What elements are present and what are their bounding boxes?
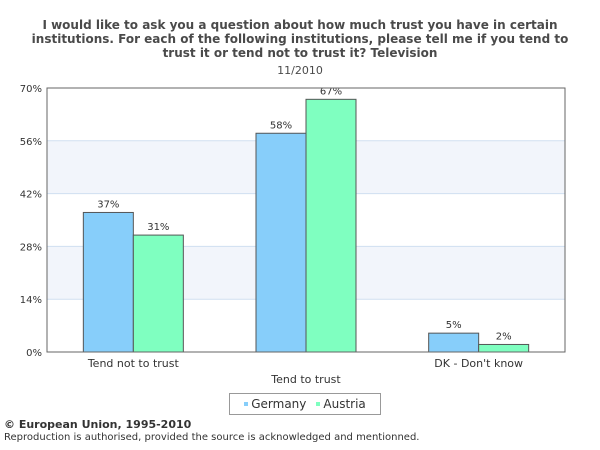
y-tick-label: 42%: [20, 190, 42, 201]
bar-austria: [305, 98, 357, 353]
legend-swatch-austria: [316, 402, 321, 406]
legend: Germany Austria: [229, 393, 381, 415]
x-tick-label: Tend not to trust: [87, 357, 180, 370]
chart-title: I would like to ask you a question about…: [31, 18, 569, 60]
data-label: 31%: [147, 222, 169, 233]
data-label: 37%: [97, 199, 119, 210]
data-label: 5%: [446, 320, 462, 331]
y-tick-label: 14%: [20, 295, 42, 306]
legend-swatch-germany: [244, 402, 249, 406]
y-tick-label: 28%: [20, 242, 42, 253]
plot-border: [46, 87, 566, 353]
legend-label-austria: Austria: [323, 397, 366, 411]
x-tick-label: Tend to trust: [270, 373, 341, 386]
x-tick-label: DK - Don't know: [434, 357, 523, 370]
bar-germany: [82, 211, 134, 353]
y-tick-label: 56%: [20, 137, 42, 148]
legend-item-germany: Germany: [244, 397, 306, 411]
y-tick-label: 0%: [26, 348, 42, 359]
bar-austria: [478, 343, 530, 353]
bar-chart: 0% 14% 28% 42% 56% 70% 37% 31% Tend not to trust…: [20, 84, 566, 386]
bar-austria: [132, 234, 184, 353]
legend-label-germany: Germany: [251, 397, 307, 411]
y-tick-label: 70%: [20, 84, 42, 95]
data-label: 58%: [270, 120, 292, 131]
legend-item-austria: Austria: [316, 397, 366, 411]
bar-germany: [428, 332, 480, 353]
bar-germany: [255, 132, 307, 353]
data-label: 67%: [320, 86, 342, 97]
footer-copyright: © European Union, 1995-2010: [4, 418, 192, 431]
footer-note: Reproduction is authorised, provided the…: [4, 432, 420, 443]
data-label: 2%: [496, 331, 512, 342]
chart-subtitle: 11/2010: [277, 64, 323, 77]
